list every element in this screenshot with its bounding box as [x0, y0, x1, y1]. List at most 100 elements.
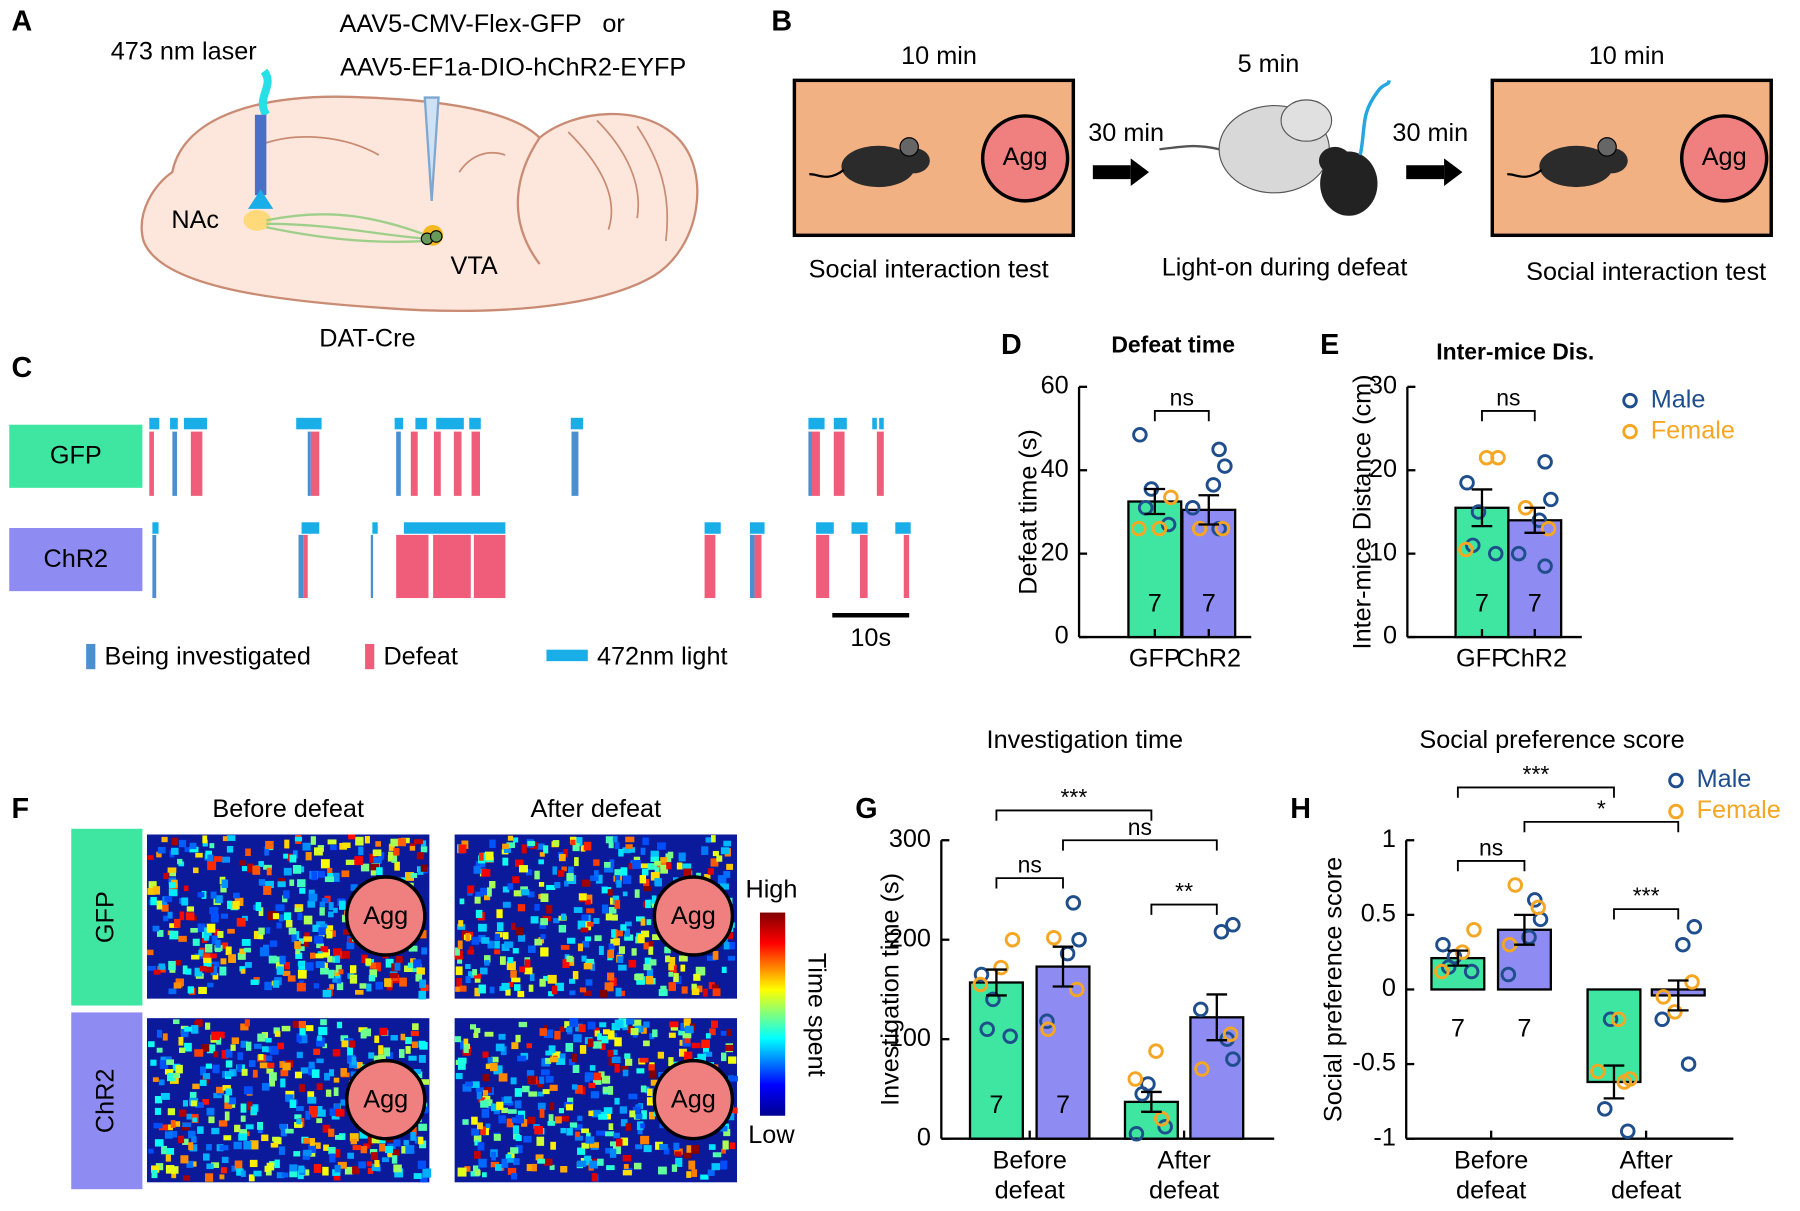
heat-cell — [298, 1021, 306, 1029]
heat-cell — [678, 955, 688, 962]
data-point — [1225, 1051, 1241, 1067]
heat-cell — [720, 847, 730, 855]
heatmap: Agg — [454, 1018, 738, 1183]
heat-cell — [465, 963, 471, 969]
light-event — [851, 522, 868, 534]
heat-cell — [484, 851, 494, 861]
heat-cell — [418, 1136, 424, 1145]
error-bar — [1524, 506, 1546, 534]
heat-cell — [257, 1033, 266, 1042]
heat-cell — [379, 1027, 388, 1036]
heat-cell — [572, 842, 580, 852]
heat-cell — [593, 870, 599, 878]
target-label: Agg — [671, 902, 716, 930]
heat-cell — [329, 930, 336, 937]
heat-cell — [307, 1091, 315, 1099]
heat-cell — [372, 849, 382, 857]
heat-cell — [209, 843, 215, 849]
heat-cell — [457, 924, 466, 930]
heat-cell — [723, 1128, 731, 1137]
heat-cell — [549, 1084, 558, 1091]
heat-cell — [618, 848, 624, 857]
heat-cell — [269, 1072, 277, 1081]
light-event — [570, 417, 584, 430]
heat-cell — [167, 867, 177, 873]
heat-cell — [298, 1084, 305, 1093]
heat-cell — [543, 1029, 554, 1039]
heat-cell — [712, 988, 721, 997]
heat-cell — [275, 961, 284, 969]
heat-cell — [654, 878, 662, 886]
heat-cell — [275, 904, 285, 911]
heat-cell — [639, 1057, 649, 1063]
heat-cell — [230, 1044, 236, 1051]
heat-cell — [521, 1119, 528, 1127]
heat-cell — [480, 887, 488, 896]
heat-cell — [341, 950, 351, 959]
heat-cell — [536, 1136, 545, 1146]
heat-cell — [540, 893, 549, 903]
interval: 30 min — [1088, 119, 1164, 147]
heat-cell — [577, 920, 585, 930]
heat-cell — [306, 962, 314, 971]
heat-cell — [179, 1047, 186, 1054]
data-point — [1531, 512, 1548, 529]
heat-cell — [593, 1079, 602, 1085]
heat-cell — [482, 1095, 491, 1103]
heat-cell — [539, 1076, 545, 1084]
heat-cell — [620, 924, 627, 931]
heat-cell — [458, 844, 467, 854]
error-bar — [1667, 979, 1689, 1012]
heat-cell — [150, 1059, 157, 1066]
heat-cell — [719, 1125, 728, 1132]
heat-cell — [267, 1062, 275, 1068]
heat-cell — [198, 986, 207, 995]
heat-cell — [539, 978, 546, 987]
heat-cell — [350, 1138, 357, 1145]
heat-cell — [507, 1157, 514, 1163]
heat-cell — [614, 899, 621, 909]
heat-cell — [366, 1161, 373, 1167]
heat-cell — [604, 982, 614, 992]
light-event — [704, 522, 721, 534]
heat-cell — [249, 1159, 258, 1168]
light-event — [879, 417, 884, 430]
heat-cell — [186, 906, 195, 912]
panel-label: F — [12, 793, 30, 825]
y-tick-label: 10 — [1369, 538, 1397, 566]
heat-cell — [281, 1172, 289, 1178]
heat-cell — [527, 891, 535, 898]
heat-cell — [285, 1094, 294, 1102]
heat-cell — [683, 868, 692, 878]
heat-cell — [660, 857, 668, 863]
heat-cell — [225, 1071, 234, 1077]
heat-cell — [169, 1131, 178, 1138]
heat-cell — [320, 946, 329, 953]
heat-cell — [511, 1117, 519, 1123]
heat-cell — [222, 1085, 231, 1091]
heat-cell — [315, 961, 325, 968]
group-label: GFP — [50, 442, 102, 470]
heat-cell — [650, 1079, 660, 1086]
heat-cell — [207, 861, 217, 871]
legend-label: Female — [1651, 416, 1735, 444]
heat-cell — [355, 836, 364, 846]
heat-cell — [270, 1142, 279, 1148]
heat-cell — [680, 964, 686, 972]
heat-cell — [568, 866, 574, 874]
heat-cell — [394, 962, 401, 971]
heat-cell — [586, 894, 593, 904]
heat-cell — [257, 1121, 264, 1130]
heat-cell — [320, 859, 330, 869]
heat-cell — [482, 1074, 490, 1082]
heat-cell — [625, 1058, 633, 1066]
heat-cell — [221, 1050, 229, 1059]
heat-cell — [210, 891, 217, 899]
heat-cell — [527, 1116, 536, 1124]
heat-cell — [325, 1089, 332, 1097]
x-tick-label: ChR2 — [1502, 645, 1567, 673]
heat-cell — [510, 1147, 519, 1154]
heat-cell — [530, 916, 539, 924]
heat-cell — [203, 960, 212, 967]
heat-cell — [186, 1113, 193, 1120]
